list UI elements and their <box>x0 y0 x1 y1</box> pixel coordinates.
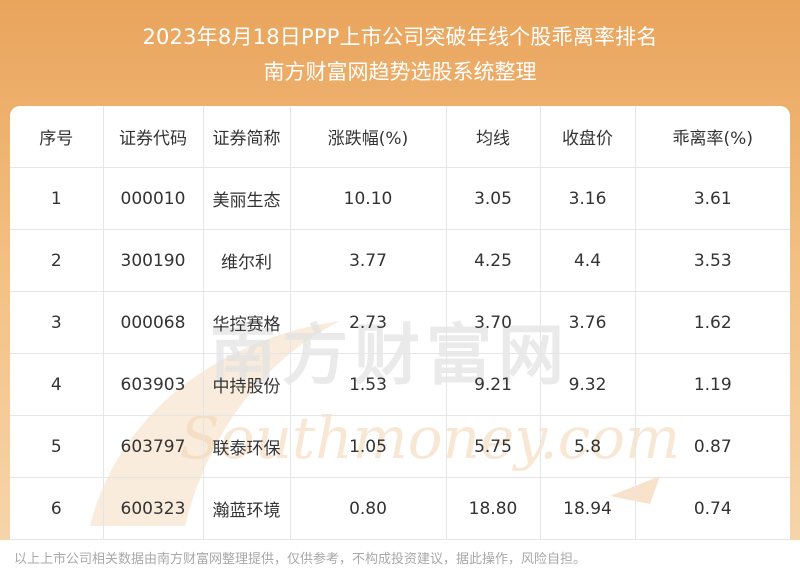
table-cell: 4.4 <box>540 229 636 292</box>
table-row: 4 603903 中持股份 1.53 9.21 9.32 1.19 <box>10 353 790 416</box>
table-cell: 瀚蓝环境 <box>203 477 291 540</box>
table-cell: 4 <box>10 353 104 416</box>
table-header-row: 序号 证券代码 证券简称 涨跌幅(%) 均线 收盘价 乖离率(%) <box>10 106 790 168</box>
table-row: 3 000068 华控赛格 2.73 3.70 3.76 1.62 <box>10 291 790 354</box>
table-cell: 000068 <box>103 291 204 354</box>
table-cell: 1.05 <box>290 415 447 478</box>
table-row: 5 603797 联泰环保 1.05 5.75 5.8 0.87 <box>10 415 790 478</box>
table-cell: 3.77 <box>290 229 447 292</box>
table-cell: 3.05 <box>446 167 541 230</box>
column-header: 序号 <box>10 106 104 168</box>
table-cell: 3.53 <box>635 229 790 292</box>
table-cell: 1.62 <box>635 291 790 354</box>
table-cell: 9.21 <box>446 353 541 416</box>
table-cell: 5.8 <box>540 415 636 478</box>
table-cell: 3.76 <box>540 291 636 354</box>
table-cell: 1.19 <box>635 353 790 416</box>
table-row: 2 300190 维尔利 3.77 4.25 4.4 3.53 <box>10 229 790 292</box>
column-header: 均线 <box>446 106 541 168</box>
table-cell: 0.80 <box>290 477 447 540</box>
disclaimer-text: 以上上市公司相关数据由南方财富网整理提供，仅供参考，不构成投资建议，据此操作，风… <box>14 552 587 567</box>
table-cell: 9.32 <box>540 353 636 416</box>
table-cell: 3.70 <box>446 291 541 354</box>
header: 2023年8月18日PPP上市公司突破年线个股乖离率排名 南方财富网趋势选股系统… <box>0 0 800 112</box>
column-header: 收盘价 <box>540 106 636 168</box>
table-cell: 603797 <box>103 415 204 478</box>
table-cell: 0.74 <box>635 477 790 540</box>
table-cell: 3.61 <box>635 167 790 230</box>
column-header: 涨跌幅(%) <box>290 106 447 168</box>
table-cell: 联泰环保 <box>203 415 291 478</box>
table-cell: 5.75 <box>446 415 541 478</box>
page-subtitle: 南方财富网趋势选股系统整理 <box>263 60 537 84</box>
table-cell: 300190 <box>103 229 204 292</box>
table-cell: 6 <box>10 477 104 540</box>
column-header: 证券简称 <box>203 106 291 168</box>
table-cell: 1.53 <box>290 353 447 416</box>
table-cell: 华控赛格 <box>203 291 291 354</box>
table-cell: 600323 <box>103 477 204 540</box>
table-cell: 1 <box>10 167 104 230</box>
table-cell: 18.80 <box>446 477 541 540</box>
column-header: 证券代码 <box>103 106 204 168</box>
table-panel: 南方财富网 Southmoney.com 序号 证券代码 证券简称 涨跌幅(%) <box>10 106 790 540</box>
table-cell: 2.73 <box>290 291 447 354</box>
table-row: 1 000010 美丽生态 10.10 3.05 3.16 3.61 <box>10 167 790 230</box>
footer: 以上上市公司相关数据由南方财富网整理提供，仅供参考，不构成投资建议，据此操作，风… <box>0 540 800 584</box>
table-cell: 美丽生态 <box>203 167 291 230</box>
table-cell: 中持股份 <box>203 353 291 416</box>
table-cell: 0.87 <box>635 415 790 478</box>
table-cell: 4.25 <box>446 229 541 292</box>
table-cell: 603903 <box>103 353 204 416</box>
table-cell: 000010 <box>103 167 204 230</box>
column-header: 乖离率(%) <box>635 106 790 168</box>
ranking-table: 序号 证券代码 证券简称 涨跌幅(%) 均线 收盘价 乖离率(%) 1 0000… <box>10 106 790 540</box>
table-cell: 5 <box>10 415 104 478</box>
table-cell: 3 <box>10 291 104 354</box>
table-cell: 维尔利 <box>203 229 291 292</box>
table-row: 6 600323 瀚蓝环境 0.80 18.80 18.94 0.74 <box>10 477 790 540</box>
table-cell: 3.16 <box>540 167 636 230</box>
table-cell: 2 <box>10 229 104 292</box>
table-cell: 18.94 <box>540 477 636 540</box>
page-title: 2023年8月18日PPP上市公司突破年线个股乖离率排名 <box>142 25 658 49</box>
table-cell: 10.10 <box>290 167 447 230</box>
